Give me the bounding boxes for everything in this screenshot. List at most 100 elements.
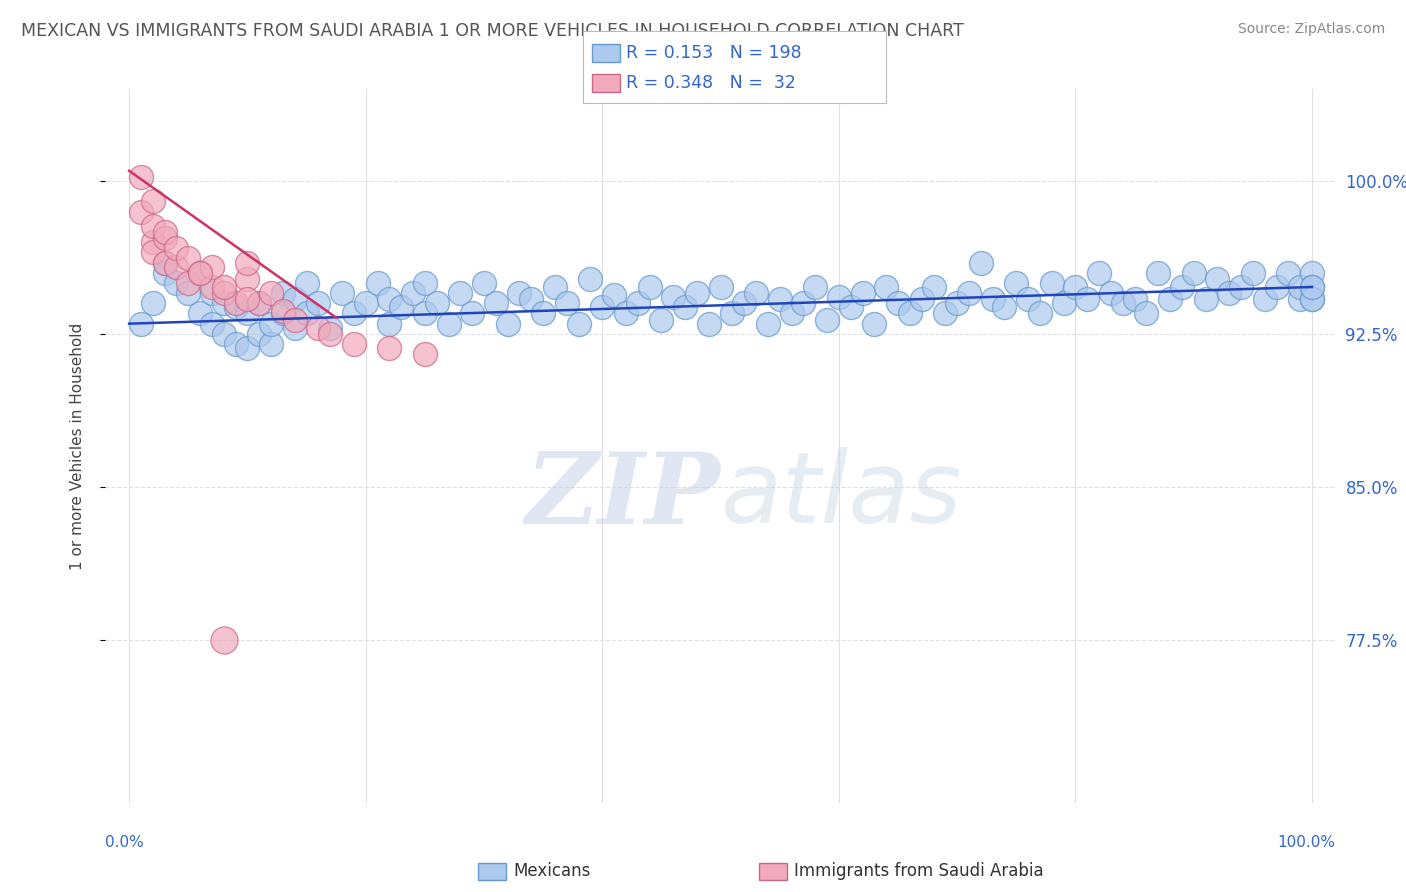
Text: 0.0%: 0.0% bbox=[105, 836, 145, 850]
Text: Source: ZipAtlas.com: Source: ZipAtlas.com bbox=[1237, 22, 1385, 37]
Point bbox=[1135, 306, 1157, 320]
Point bbox=[1123, 292, 1146, 306]
Point bbox=[330, 286, 353, 301]
Point bbox=[153, 266, 176, 280]
Point bbox=[934, 306, 956, 320]
Point bbox=[568, 317, 591, 331]
Point bbox=[1230, 280, 1253, 294]
Text: Mexicans: Mexicans bbox=[513, 863, 591, 880]
Point bbox=[284, 292, 307, 306]
Point bbox=[1254, 292, 1277, 306]
Point bbox=[284, 312, 307, 326]
Point bbox=[212, 326, 235, 341]
Point bbox=[153, 255, 176, 269]
Point bbox=[378, 341, 401, 355]
Point bbox=[201, 286, 224, 301]
Point bbox=[177, 252, 200, 266]
Point bbox=[153, 255, 176, 269]
Point bbox=[614, 306, 637, 320]
Text: R = 0.153   N = 198: R = 0.153 N = 198 bbox=[626, 44, 801, 62]
Point bbox=[756, 317, 779, 331]
Point bbox=[142, 194, 165, 209]
Point bbox=[236, 306, 259, 320]
Point bbox=[201, 280, 224, 294]
Point bbox=[697, 317, 720, 331]
Point bbox=[367, 276, 389, 290]
Text: R = 0.348   N =  32: R = 0.348 N = 32 bbox=[626, 74, 796, 92]
Point bbox=[946, 296, 969, 310]
Point bbox=[212, 296, 235, 310]
Point bbox=[236, 272, 259, 286]
Point bbox=[1289, 292, 1312, 306]
Point bbox=[188, 266, 211, 280]
Point bbox=[354, 296, 377, 310]
Point bbox=[284, 320, 307, 334]
Point bbox=[993, 301, 1015, 315]
Point bbox=[1159, 292, 1181, 306]
Point bbox=[981, 292, 1004, 306]
Point bbox=[603, 288, 626, 302]
Point bbox=[1289, 280, 1312, 294]
Point bbox=[1147, 266, 1170, 280]
Point bbox=[863, 317, 886, 331]
Point bbox=[1301, 292, 1323, 306]
Point bbox=[449, 286, 471, 301]
Point bbox=[887, 296, 910, 310]
Point bbox=[212, 280, 235, 294]
Point bbox=[1052, 296, 1074, 310]
Point bbox=[745, 286, 768, 301]
Point bbox=[461, 306, 484, 320]
Point bbox=[271, 306, 294, 320]
Point bbox=[165, 241, 187, 255]
Point bbox=[378, 292, 401, 306]
Point bbox=[1301, 266, 1323, 280]
Point bbox=[1112, 296, 1135, 310]
Point bbox=[472, 276, 495, 290]
Text: MEXICAN VS IMMIGRANTS FROM SAUDI ARABIA 1 OR MORE VEHICLES IN HOUSEHOLD CORRELAT: MEXICAN VS IMMIGRANTS FROM SAUDI ARABIA … bbox=[21, 22, 965, 40]
Point bbox=[165, 276, 187, 290]
Point bbox=[260, 337, 283, 351]
Point bbox=[709, 280, 731, 294]
Point bbox=[922, 280, 945, 294]
Point bbox=[1277, 266, 1299, 280]
Point bbox=[225, 301, 247, 315]
Point bbox=[544, 280, 567, 294]
Point bbox=[815, 312, 838, 326]
Point bbox=[1171, 280, 1194, 294]
Point bbox=[851, 286, 873, 301]
Point bbox=[1182, 266, 1205, 280]
Point bbox=[177, 286, 200, 301]
Point bbox=[247, 296, 270, 310]
Text: 100.0%: 100.0% bbox=[1278, 836, 1336, 850]
Point bbox=[579, 272, 602, 286]
Text: atlas: atlas bbox=[721, 448, 962, 544]
Point bbox=[307, 296, 329, 310]
Point bbox=[142, 245, 165, 260]
Point bbox=[378, 317, 401, 331]
Point bbox=[531, 306, 554, 320]
Point bbox=[343, 337, 366, 351]
Point bbox=[1194, 292, 1216, 306]
Point bbox=[911, 292, 934, 306]
Point bbox=[129, 317, 152, 331]
Point bbox=[792, 296, 814, 310]
Point bbox=[413, 347, 436, 361]
Point bbox=[591, 301, 613, 315]
Point bbox=[1029, 306, 1052, 320]
Point bbox=[307, 320, 329, 334]
Point bbox=[662, 290, 685, 304]
Point bbox=[212, 632, 235, 647]
Point bbox=[236, 255, 259, 269]
Point bbox=[650, 312, 672, 326]
Point bbox=[319, 326, 342, 341]
Point bbox=[142, 219, 165, 233]
Point bbox=[638, 280, 661, 294]
Point bbox=[1088, 266, 1111, 280]
Point bbox=[1301, 292, 1323, 306]
Point bbox=[437, 317, 460, 331]
Point bbox=[142, 235, 165, 249]
Point bbox=[225, 296, 247, 310]
Point bbox=[271, 304, 294, 318]
Point bbox=[1218, 286, 1240, 301]
Point bbox=[1040, 276, 1063, 290]
